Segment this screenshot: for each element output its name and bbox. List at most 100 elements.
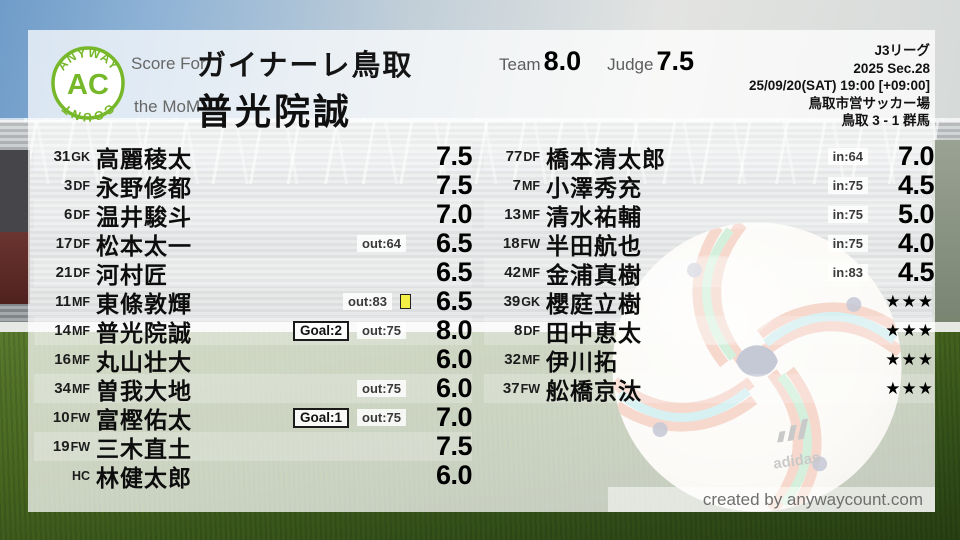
- player-name: 舩橋京汰: [546, 377, 642, 404]
- player-row: 3DF 永野修都 7.5: [34, 170, 473, 201]
- player-position: DF: [73, 207, 90, 222]
- player-number: 77: [505, 147, 523, 165]
- player-number: 8: [513, 321, 523, 339]
- player-row: 13MF 清水祐輔 in:75 5.0: [484, 199, 935, 230]
- player-name: 富樫佑太: [96, 406, 192, 433]
- player-score: 4.5: [897, 257, 935, 287]
- overall-scores: Team 8.0 Judge 7.5: [499, 46, 694, 77]
- kickoff-datetime: 25/09/20(SAT) 19:00 [+09:00]: [749, 78, 930, 93]
- player-label: 42MF: [484, 264, 540, 282]
- player-position: MF: [71, 381, 90, 396]
- credit-text: created by anywaycount.com: [702, 490, 923, 509]
- player-label: HC: [34, 467, 90, 485]
- player-name: 伊川拓: [546, 348, 618, 375]
- player-number: 16: [54, 350, 71, 368]
- goal-badge: Goal:1: [292, 407, 349, 428]
- league-name: J3リーグ: [874, 43, 930, 58]
- player-label: 10FW: [34, 409, 90, 427]
- player-score: 6.5: [435, 286, 473, 316]
- player-position: MF: [71, 294, 90, 309]
- player-position: FW: [70, 439, 90, 454]
- player-score: 7.0: [897, 141, 935, 171]
- player-label: 32MF: [484, 351, 540, 369]
- player-score: 4.0: [897, 228, 935, 258]
- player-name: 丸山壮大: [96, 348, 192, 375]
- player-position: FW: [70, 410, 90, 425]
- player-number: 32: [504, 350, 521, 368]
- player-row: 10FW 富樫佑太 Goal:1 out:75 7.0: [34, 402, 473, 433]
- player-label: 13MF: [484, 206, 540, 224]
- player-number: 17: [55, 234, 73, 252]
- player-score: 4.5: [897, 170, 935, 200]
- substitution-badge: out:75: [357, 409, 406, 426]
- player-label: 6DF: [34, 206, 90, 224]
- player-number: 42: [504, 263, 521, 281]
- team-score-label: Team: [499, 55, 541, 74]
- player-score: 6.0: [435, 373, 473, 403]
- player-row: 31GK 高麗稜太 7.5: [34, 141, 473, 172]
- player-row: 18FW 半田航也 in:75 4.0: [484, 228, 935, 259]
- player-label: 34MF: [34, 380, 90, 398]
- mom-name: 普光院誠: [196, 91, 353, 132]
- player-row: 39GK 櫻庭立樹 ★★★: [484, 287, 934, 317]
- player-label: 3DF: [34, 177, 90, 195]
- player-name: 普光院誠: [96, 319, 192, 346]
- player-score: ★★★: [885, 291, 934, 311]
- season-section: 2025 Sec.28: [853, 60, 930, 76]
- player-row: HC 林健太郎 6.0: [34, 460, 473, 491]
- player-name: 永野修都: [96, 174, 192, 201]
- player-name: 田中恵太: [546, 319, 642, 346]
- player-label: 19FW: [34, 438, 90, 456]
- match-info: J3リーグ 2025 Sec.28 25/09/20(SAT) 19:00 [+…: [749, 42, 930, 130]
- player-label: 39GK: [484, 293, 540, 311]
- player-row: 14MF 普光院誠 Goal:2 out:75 8.0: [34, 315, 473, 346]
- credit-bar: created by anywaycount.com: [608, 487, 935, 512]
- player-position: MF: [71, 323, 90, 338]
- player-number: 37: [502, 379, 520, 397]
- player-row: 8DF 田中恵太 ★★★: [484, 316, 934, 346]
- player-row: 19FW 三木直土 7.5: [34, 431, 473, 462]
- right-stand-edge: [932, 140, 960, 336]
- substitution-badge: out:64: [357, 235, 406, 252]
- substitution-badge: in:83: [827, 264, 868, 281]
- player-label: 77DF: [484, 148, 540, 166]
- anywaycount-logo: ANYWAY AC COUNT: [51, 46, 125, 122]
- substitution-badge: out:75: [357, 322, 406, 339]
- player-name: 櫻庭立樹: [546, 290, 642, 317]
- player-score: 7.5: [435, 431, 473, 461]
- judge-score-label: Judge: [607, 55, 654, 74]
- yellow-card-icon: [400, 294, 411, 309]
- player-label: 16MF: [34, 351, 90, 369]
- player-position: MF: [521, 178, 540, 193]
- player-name: 林健太郎: [96, 464, 192, 491]
- team-name: ガイナーレ鳥取: [197, 50, 414, 82]
- player-name: 曽我大地: [96, 377, 192, 404]
- player-label: 8DF: [484, 322, 540, 340]
- player-position: GK: [71, 149, 90, 164]
- player-number: 13: [504, 205, 521, 223]
- player-name: 金浦真樹: [546, 261, 642, 288]
- player-score: 8.0: [435, 315, 473, 345]
- player-name: 半田航也: [546, 232, 642, 259]
- player-row: 42MF 金浦真樹 in:83 4.5: [484, 257, 935, 288]
- player-number: 3: [63, 176, 73, 194]
- mom-label: the MoM: [134, 97, 201, 116]
- team-score-value: 8.0: [543, 46, 582, 76]
- player-number: 11: [55, 292, 71, 310]
- left-stand-edge: [0, 150, 30, 240]
- player-number: 7: [512, 176, 521, 194]
- substitution-badge: in:75: [827, 177, 868, 194]
- score-for-label: Score For: [131, 54, 206, 73]
- player-number: 34: [54, 379, 71, 397]
- venue: 鳥取市営サッカー場: [808, 95, 931, 111]
- player-row: 37FW 舩橋京汰 ★★★: [484, 374, 934, 404]
- player-label: 7MF: [484, 177, 540, 195]
- player-score: ★★★: [885, 320, 934, 340]
- player-score: 6.0: [435, 344, 473, 374]
- player-number: 31: [53, 147, 71, 165]
- player-position: DF: [73, 178, 90, 193]
- player-score: ★★★: [885, 349, 934, 369]
- player-row: 21DF 河村匠 6.5: [34, 257, 473, 288]
- final-score: 鳥取 3 - 1 群馬: [841, 113, 930, 128]
